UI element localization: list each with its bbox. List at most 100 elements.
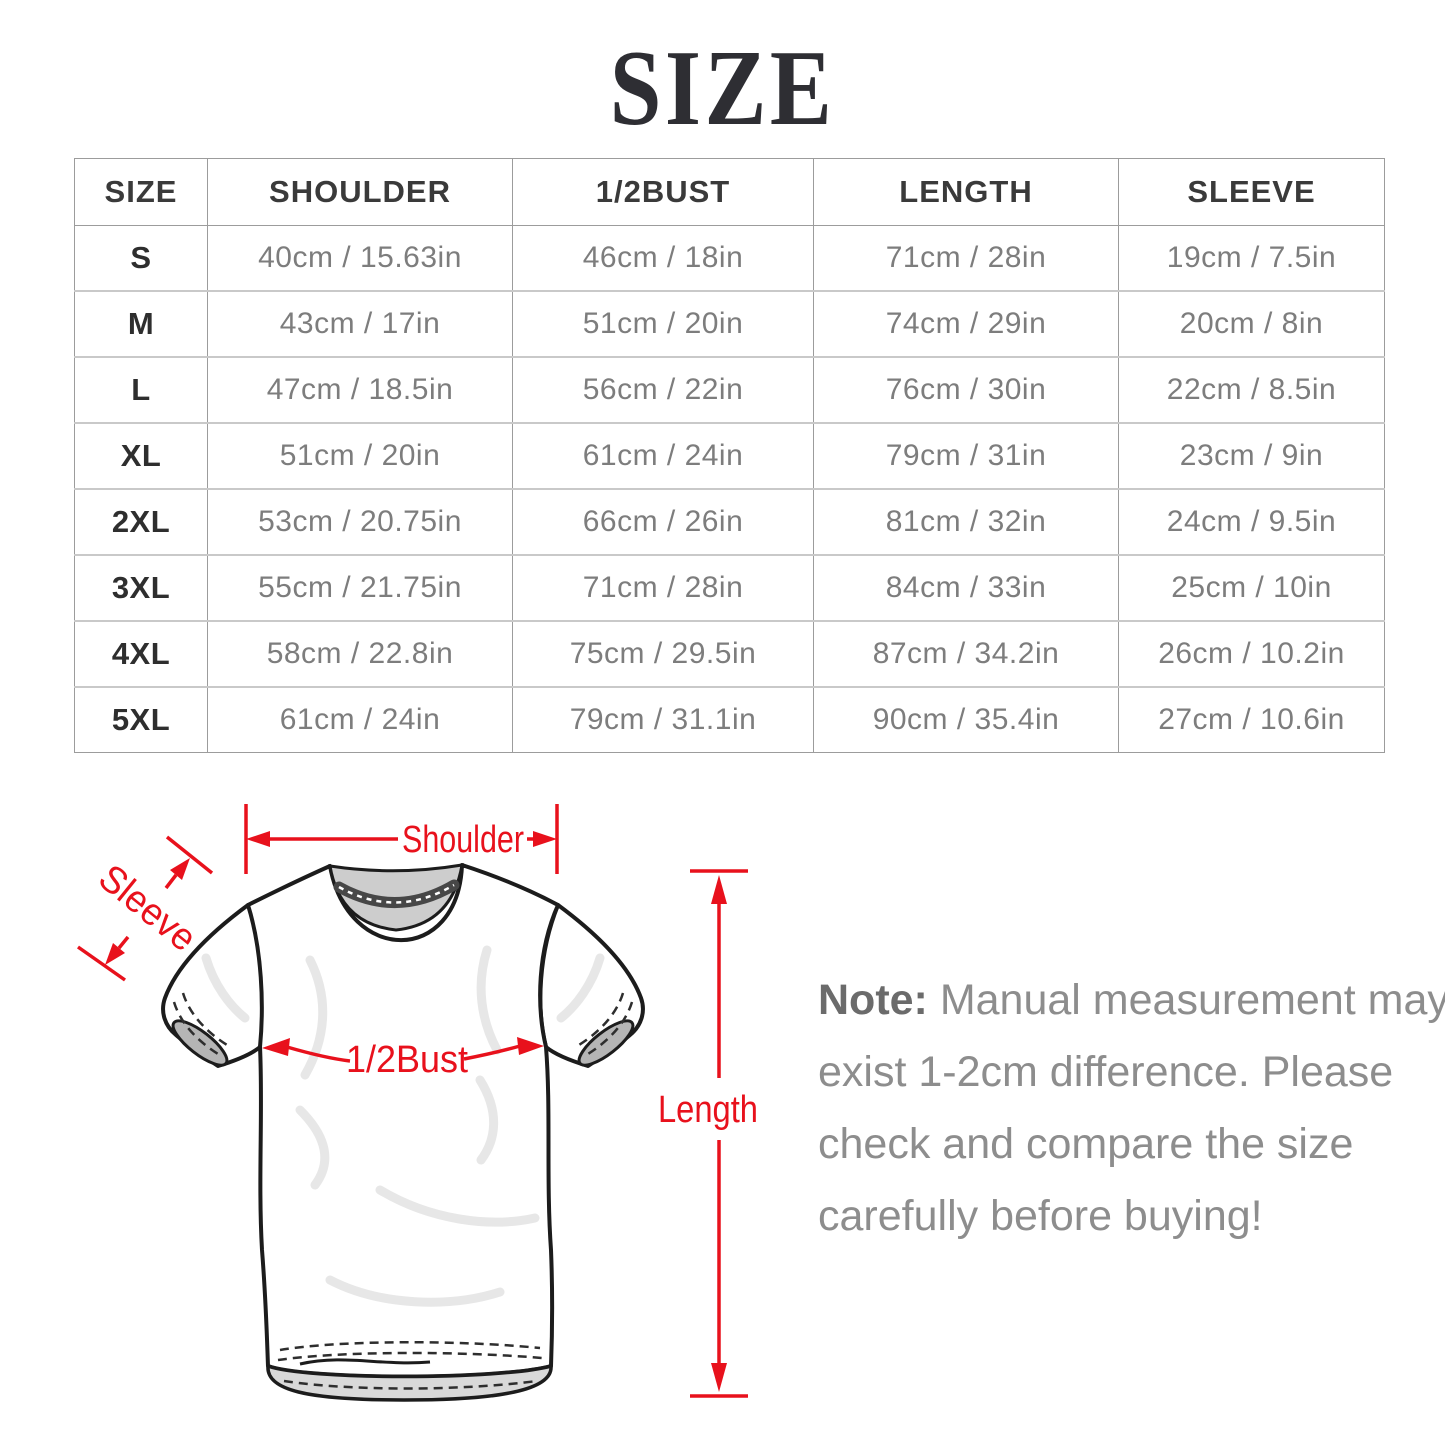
- note-line: carefully before buying!: [818, 1192, 1263, 1240]
- table-row: XL 51cm / 20in 61cm / 24in 79cm / 31in 2…: [74, 422, 1385, 490]
- sleeve-arrowhead-upper: [170, 858, 190, 880]
- wrinkle: [300, 955, 328, 1080]
- bust-cell: 56cm / 22in: [512, 356, 814, 424]
- shoulder-cell: 58cm / 22.8in: [207, 620, 513, 688]
- shoulder-cell: 55cm / 21.75in: [207, 554, 513, 622]
- table-row: 3XL 55cm / 21.75in 71cm / 28in 84cm / 33…: [74, 554, 1385, 622]
- bust-cell: 75cm / 29.5in: [512, 620, 814, 688]
- size-cell: M: [74, 290, 208, 358]
- table-row: S 40cm / 15.63in 46cm / 18in 71cm / 28in…: [74, 225, 1385, 292]
- bust-cell: 79cm / 31.1in: [512, 686, 814, 753]
- header-size: SIZE: [74, 158, 208, 226]
- note-line: exist 1-2cm difference. Please: [818, 1048, 1394, 1096]
- wrinkle: [201, 953, 250, 1023]
- sleeve-stitch: [587, 1001, 634, 1056]
- bust-cell: 46cm / 18in: [512, 225, 814, 292]
- table-header-row: SIZE SHOULDER 1/2BUST LENGTH SLEEVE: [74, 158, 1385, 226]
- length-cell: 74cm / 29in: [813, 290, 1119, 358]
- sleeve-cell: 23cm / 9in: [1118, 422, 1385, 490]
- size-table: SIZE SHOULDER 1/2BUST LENGTH SLEEVE S 40…: [74, 158, 1385, 753]
- wrinkle: [325, 1275, 505, 1307]
- tshirt-diagram: Shoulder Sleeve 1/2Bust Length: [76, 804, 758, 1402]
- sleeve-stitch: [578, 992, 625, 1047]
- length-cell: 81cm / 32in: [813, 488, 1119, 556]
- wrinkle: [475, 1075, 499, 1165]
- bust-label: 1/2Bust: [346, 1039, 468, 1081]
- length-cell: 71cm / 28in: [813, 225, 1119, 292]
- length-label: Length: [658, 1089, 758, 1131]
- header-bust: 1/2BUST: [512, 158, 814, 226]
- page-title: SIZE: [609, 29, 836, 148]
- bust-arrowhead-right: [517, 1037, 544, 1055]
- size-cell: 5XL: [74, 686, 208, 753]
- sleeve-label: Sleeve: [91, 857, 204, 960]
- shoulder-arrowhead-right: [533, 831, 557, 847]
- bust-arrow-line: [286, 1045, 351, 1063]
- size-cell: S: [74, 225, 208, 292]
- left-sleeve-opening: [171, 1019, 229, 1067]
- table-row: L 47cm / 18.5in 56cm / 22in 76cm / 30in …: [74, 356, 1385, 424]
- sleeve-arrowhead-lower: [105, 943, 125, 965]
- wrinkle: [295, 1105, 330, 1190]
- shoulder-label: Shoulder: [402, 819, 524, 861]
- note-label: Note:: [818, 976, 928, 1024]
- table-row: 5XL 61cm / 24in 79cm / 31.1in 90cm / 35.…: [74, 686, 1385, 753]
- sleeve-stitch: [172, 1001, 219, 1056]
- wrinkle: [556, 953, 605, 1023]
- shoulder-cell: 43cm / 17in: [207, 290, 513, 358]
- hem-stitch: [277, 1351, 543, 1362]
- shoulder-cell: 51cm / 20in: [207, 422, 513, 490]
- size-cell: 2XL: [74, 488, 208, 556]
- header-shoulder: SHOULDER: [207, 158, 513, 226]
- sleeve-tick-upper: [165, 835, 214, 875]
- shoulder-cell: 61cm / 24in: [207, 686, 513, 753]
- shoulder-cell: 47cm / 18.5in: [207, 356, 513, 424]
- hem-lip: [266, 1363, 553, 1402]
- length-cell: 84cm / 33in: [813, 554, 1119, 622]
- header-sleeve: SLEEVE: [1118, 158, 1385, 226]
- right-sleeve-opening: [577, 1019, 635, 1067]
- note-line: Note: Manual measurement may: [818, 964, 1445, 1036]
- hem-stitch: [283, 1379, 538, 1390]
- length-cell: 90cm / 35.4in: [813, 686, 1119, 753]
- sleeve-arrow-line: [117, 935, 130, 950]
- table-row: 4XL 58cm / 22.8in 75cm / 29.5in 87cm / 3…: [74, 620, 1385, 688]
- shoulder-cell: 40cm / 15.63in: [207, 225, 513, 292]
- bust-arrowhead-left: [262, 1038, 290, 1056]
- hem-stitch: [279, 1340, 541, 1352]
- sleeve-cell: 19cm / 7.5in: [1118, 225, 1385, 292]
- bust-arrow-line: [463, 1044, 521, 1061]
- bust-cell: 66cm / 26in: [512, 488, 814, 556]
- bust-cell: 61cm / 24in: [512, 422, 814, 490]
- hem-fold: [299, 1358, 431, 1366]
- length-cell: 79cm / 31in: [813, 422, 1119, 490]
- sleeve-cell: 26cm / 10.2in: [1118, 620, 1385, 688]
- table-row: M 43cm / 17in 51cm / 20in 74cm / 29in 20…: [74, 290, 1385, 358]
- note-block: Note: Manual measurement may exist 1-2cm…: [818, 964, 1445, 1252]
- sleeve-cell: 27cm / 10.6in: [1118, 686, 1385, 753]
- wrinkle: [476, 945, 502, 1055]
- size-cell: XL: [74, 422, 208, 490]
- sleeve-arrow-line: [164, 873, 178, 890]
- wrinkle: [375, 1185, 540, 1227]
- shoulder-arrowhead-left: [246, 831, 270, 847]
- note-line: check and compare the size: [818, 1120, 1354, 1168]
- sleeve-stitch: [181, 992, 228, 1047]
- header-length: LENGTH: [813, 158, 1119, 226]
- note-text: Manual measurement may: [939, 976, 1445, 1024]
- sleeve-cell: 20cm / 8in: [1118, 290, 1385, 358]
- length-cell: 87cm / 34.2in: [813, 620, 1119, 688]
- bust-cell: 51cm / 20in: [512, 290, 814, 358]
- sleeve-tick-lower: [76, 945, 127, 982]
- table-row: 2XL 53cm / 20.75in 66cm / 26in 81cm / 32…: [74, 488, 1385, 556]
- size-cell: L: [74, 356, 208, 424]
- size-cell: 4XL: [74, 620, 208, 688]
- shoulder-cell: 53cm / 20.75in: [207, 488, 513, 556]
- length-arrowhead-up: [711, 875, 727, 904]
- length-arrowhead-down: [711, 1363, 727, 1392]
- sleeve-cell: 24cm / 9.5in: [1118, 488, 1385, 556]
- size-cell: 3XL: [74, 554, 208, 622]
- bust-cell: 71cm / 28in: [512, 554, 814, 622]
- collar-band-stitch: [338, 883, 455, 904]
- sleeve-cell: 25cm / 10in: [1118, 554, 1385, 622]
